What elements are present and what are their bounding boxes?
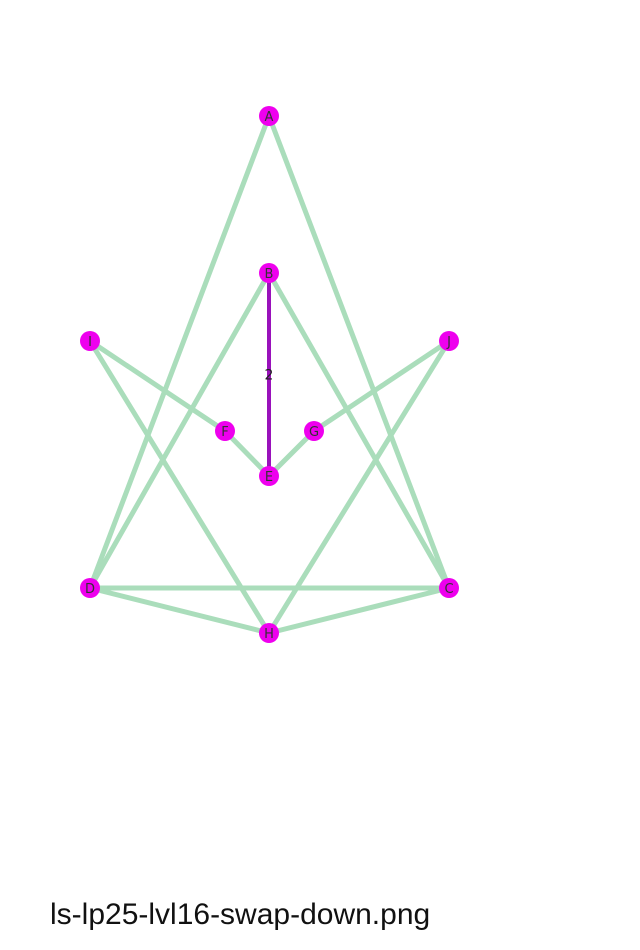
node-circle [80, 578, 100, 598]
node-A: A [259, 106, 279, 126]
node-circle [259, 466, 279, 486]
edge-J-G [311, 338, 452, 434]
node-label: C [444, 582, 453, 597]
node-circle [80, 331, 100, 351]
node-B: B [259, 263, 279, 283]
node-circle [259, 623, 279, 643]
node-F: F [215, 421, 235, 441]
edge-A-D [87, 113, 272, 591]
edges-layer: 2 [87, 113, 452, 636]
node-H: H [259, 623, 279, 643]
node-label: B [265, 267, 274, 282]
node-circle [215, 421, 235, 441]
edge-B-C [266, 270, 452, 591]
edge-J-H [266, 338, 452, 636]
image-caption: ls-lp25-lvl16-swap-down.png [50, 898, 431, 931]
node-circle [259, 106, 279, 126]
node-label: E [265, 470, 273, 485]
node-C: C [439, 578, 459, 598]
node-circle [259, 263, 279, 283]
node-circle [439, 578, 459, 598]
node-J: J [439, 331, 459, 351]
node-label: J [446, 335, 451, 350]
node-label: I [88, 335, 92, 350]
nodes-layer: A B I J F G E D C H [80, 106, 459, 643]
node-label: A [265, 110, 274, 125]
node-E: E [259, 466, 279, 486]
edge-C-H [266, 585, 452, 636]
edge-G-E [266, 428, 317, 479]
edge-weight-label: 2 [265, 368, 274, 384]
edge-I-H [87, 338, 272, 636]
node-I: I [80, 331, 100, 351]
node-label: H [264, 627, 274, 642]
edge-A-C [266, 113, 452, 591]
node-label: D [85, 582, 95, 597]
edge-B-D [87, 270, 272, 591]
node-circle [439, 331, 459, 351]
graph-diagram: 2 A B I J F G E D C H [80, 106, 459, 643]
node-label: F [221, 425, 228, 440]
node-G: G [304, 421, 324, 441]
edge-D-H [87, 585, 272, 636]
edge-F-E [222, 428, 272, 479]
node-D: D [80, 578, 100, 598]
node-circle [304, 421, 324, 441]
edge-I-F [87, 338, 228, 434]
node-label: G [309, 425, 319, 440]
